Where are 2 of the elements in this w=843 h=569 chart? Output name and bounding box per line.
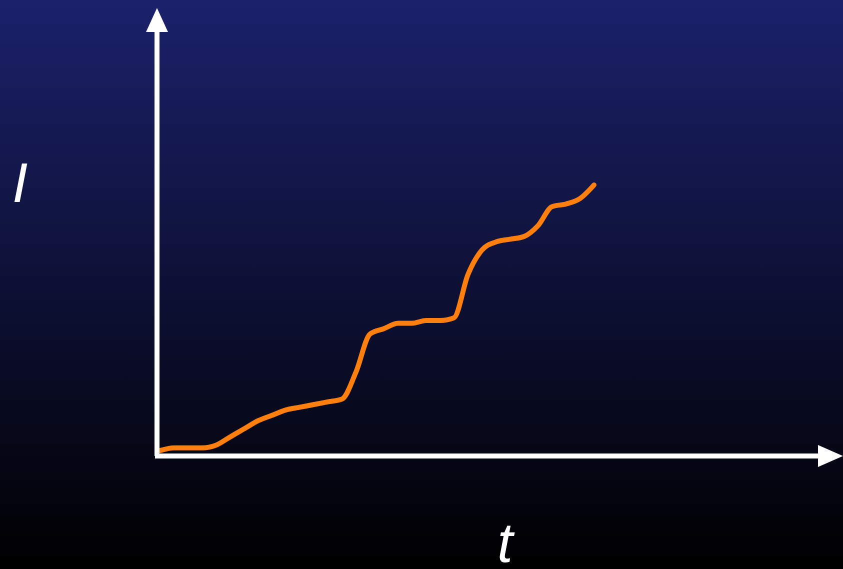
y-axis-title: I xyxy=(12,151,28,214)
x-axis-title: t xyxy=(497,511,516,569)
